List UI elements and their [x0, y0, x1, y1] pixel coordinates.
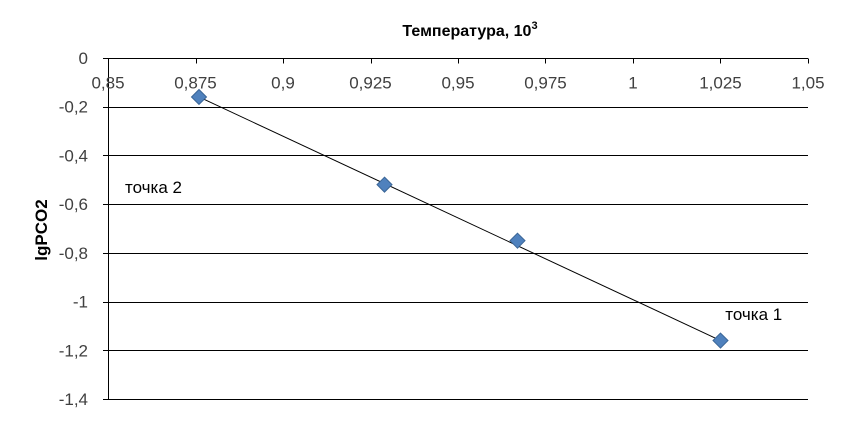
- x-tick-label: 0,925: [349, 74, 392, 93]
- x-tick-label: 0,95: [441, 74, 474, 93]
- x-tick-label: 1,05: [791, 74, 824, 93]
- point-annotation: точка 2: [125, 178, 182, 197]
- chart-title-main: Температура, 10: [402, 23, 531, 40]
- label-layer: 0 -0,2 -0,4 -0,6 -0,8 -1 -1,2 -1,4 0,85 0,875 0,9 0…: [59, 49, 825, 409]
- data-point: [376, 176, 393, 193]
- point-layer: [190, 88, 729, 349]
- trendline: [198, 96, 721, 341]
- y-tick-label: -0,2: [59, 98, 88, 117]
- y-tick-label: -0,4: [59, 146, 88, 165]
- y-tick-label: -1: [73, 293, 88, 312]
- grid-layer: [108, 107, 808, 400]
- y-tick-label: -1,4: [59, 390, 88, 409]
- x-tick-label: 1,025: [699, 74, 742, 93]
- y-tick-label: 0: [79, 49, 88, 68]
- y-tick-label: -1,2: [59, 341, 88, 360]
- x-tick-label: 0,85: [91, 74, 124, 93]
- y-tick-label: -0,6: [59, 195, 88, 214]
- x-tick-label: 0,875: [174, 74, 217, 93]
- chart-title-superscript: 3: [531, 20, 537, 32]
- axis-layer: [103, 58, 809, 400]
- y-axis-label: lgPCO2: [32, 199, 51, 260]
- chart-title: Температура, 103: [402, 20, 537, 40]
- x-tick-label: 1: [628, 74, 637, 93]
- data-point: [712, 332, 729, 349]
- data-point: [190, 88, 208, 106]
- y-tick-label: -0,8: [59, 244, 88, 263]
- x-tick-label: 0,9: [271, 74, 295, 93]
- point-annotation: точка 1: [725, 305, 782, 324]
- data-point: [509, 232, 526, 249]
- trendline-layer: [198, 96, 721, 341]
- x-tick-label: 0,975: [524, 74, 567, 93]
